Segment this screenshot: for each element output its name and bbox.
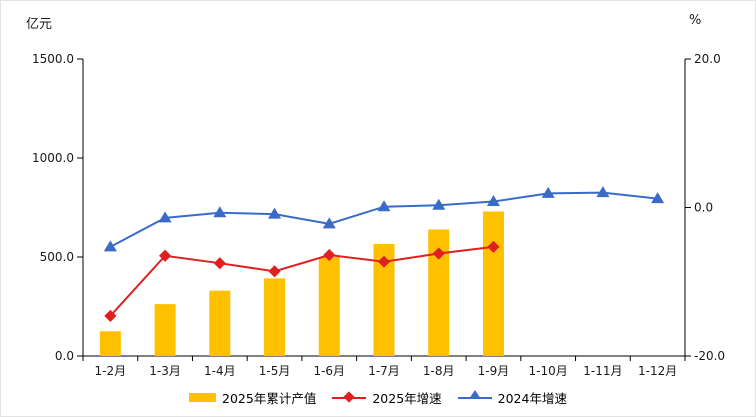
x-axis-category-label: 1-3月 bbox=[149, 364, 181, 378]
triangle-marker-icon bbox=[486, 195, 500, 207]
right-axis-tick-label: -20.0 bbox=[694, 349, 725, 363]
triangle-marker-icon bbox=[468, 389, 481, 399]
bar bbox=[264, 278, 286, 356]
right-axis-tick-label: 20.0 bbox=[694, 52, 721, 66]
legend-label: 2025年增速 bbox=[372, 391, 442, 406]
bar bbox=[154, 304, 176, 356]
x-axis-category-label: 1-6月 bbox=[313, 364, 345, 378]
left-axis-tick-label: 500.0 bbox=[40, 250, 74, 264]
triangle-marker-icon bbox=[103, 240, 117, 252]
triangle-marker-icon bbox=[158, 211, 172, 223]
left-axis-unit-label: 亿元 bbox=[26, 17, 53, 32]
left-axis-tick-label: 1000.0 bbox=[32, 151, 74, 165]
legend-item-2024-growth: 2024年增速 bbox=[457, 388, 567, 407]
line-series bbox=[109, 245, 494, 317]
diamond-marker-icon bbox=[268, 265, 281, 278]
triangle-marker-icon bbox=[651, 192, 665, 204]
x-axis-category-label: 1-4月 bbox=[204, 364, 236, 378]
legend-item-cumulative-output: 2025年累计产值 bbox=[189, 388, 316, 407]
legend: 2025年累计产值 2025年增速 2024年增速 bbox=[1, 388, 755, 407]
bar bbox=[482, 211, 504, 356]
diamond-marker-icon bbox=[104, 309, 117, 322]
x-axis-category-label: 1-12月 bbox=[638, 364, 677, 378]
diamond-marker-icon bbox=[487, 240, 500, 253]
diamond-line-swatch-icon bbox=[332, 391, 367, 403]
left-axis-tick-label: 1500.0 bbox=[32, 52, 74, 66]
legend-label: 2025年累计产值 bbox=[222, 391, 317, 406]
bar bbox=[428, 229, 450, 356]
diamond-marker-icon bbox=[432, 247, 445, 260]
triangle-marker-icon bbox=[377, 200, 391, 212]
triangle-marker-icon bbox=[322, 217, 336, 229]
x-axis-category-label: 1-10月 bbox=[529, 364, 568, 378]
x-axis-category-label: 1-9月 bbox=[478, 364, 510, 378]
legend-item-2025-growth: 2025年增速 bbox=[332, 388, 442, 407]
legend-label: 2024年增速 bbox=[497, 391, 567, 406]
x-axis-category-label: 1-11月 bbox=[583, 364, 622, 378]
bar bbox=[373, 243, 395, 356]
right-axis-tick-label: 0.0 bbox=[694, 201, 713, 215]
diamond-marker-icon bbox=[377, 255, 391, 268]
bar bbox=[318, 257, 340, 356]
triangle-marker-icon bbox=[596, 186, 610, 198]
diamond-marker-icon bbox=[343, 391, 356, 403]
bar bbox=[209, 290, 231, 356]
x-axis-category-label: 1-2月 bbox=[95, 364, 127, 378]
left-axis-tick-label: 0.0 bbox=[55, 349, 74, 363]
triangle-line-swatch-icon bbox=[457, 389, 492, 399]
triangle-marker-icon bbox=[541, 186, 555, 198]
bar bbox=[99, 331, 121, 356]
x-axis-category-label: 1-5月 bbox=[259, 364, 291, 378]
triangle-marker-icon bbox=[268, 207, 282, 219]
x-axis-category-label: 1-7月 bbox=[368, 364, 400, 378]
right-axis-unit-label: % bbox=[689, 13, 702, 28]
diamond-marker-icon bbox=[213, 257, 226, 270]
triangle-marker-icon bbox=[213, 206, 227, 218]
x-axis-category-label: 1-8月 bbox=[423, 364, 455, 378]
bar-swatch-icon bbox=[189, 393, 217, 402]
triangle-marker-icon bbox=[432, 198, 446, 210]
